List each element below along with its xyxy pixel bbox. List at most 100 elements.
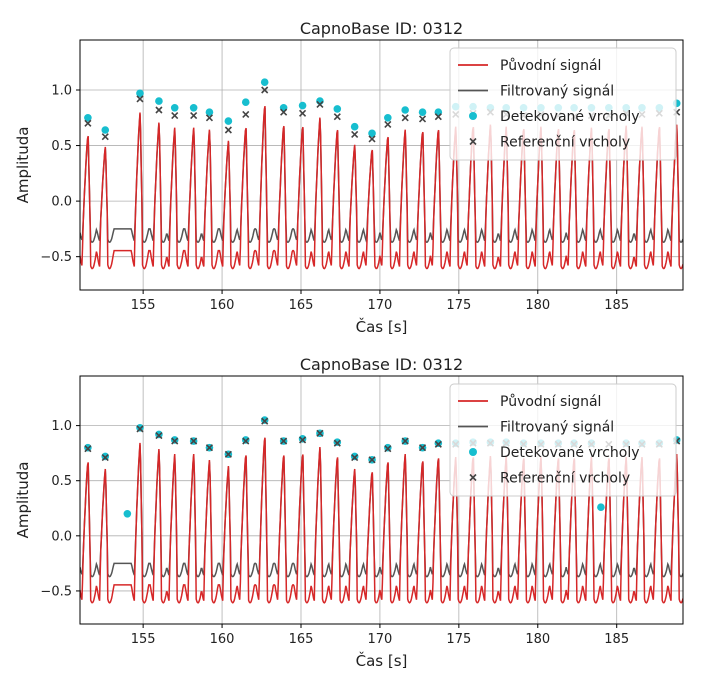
reference-marker-stroke [351, 130, 359, 139]
y-axis-label: Amplituda [14, 127, 32, 204]
reference-peak-marker [280, 108, 288, 116]
x-tick-label: 175 [446, 632, 471, 647]
x-tick-label: 170 [368, 298, 393, 313]
reference-peak-marker [136, 95, 144, 103]
legend-marker-stroke [469, 137, 477, 146]
reference-marker-stroke [155, 106, 163, 114]
reference-marker-stroke [190, 111, 198, 120]
detected-peak-point [597, 503, 605, 511]
reference-marker-stroke [368, 456, 376, 464]
reference-marker-stroke [242, 437, 250, 445]
reference-peak-marker [190, 111, 198, 120]
reference-peak-marker [299, 436, 307, 444]
series-line-original [80, 105, 683, 270]
chart-title: CapnoBase ID: 0312 [300, 355, 463, 374]
reference-marker-stroke [224, 450, 232, 458]
reference-marker-stroke [418, 115, 427, 123]
detected-peak-point [368, 129, 376, 138]
reference-marker-stroke [205, 444, 214, 452]
legend-label: Původní signál [500, 58, 601, 74]
reference-marker-stroke [84, 445, 92, 453]
x-tick-label: 160 [210, 298, 235, 313]
series-line-original [80, 437, 683, 604]
detected-peak-point [298, 101, 307, 110]
x-tick-label: 175 [446, 298, 471, 313]
chart-panel-2: 155 160 165 170 175 180 185 −0.5 0.0 0.5 1.0 CapnoB… [14, 355, 684, 670]
reference-marker-stroke [368, 135, 376, 143]
legend-swatch-detected [469, 112, 477, 120]
reference-peak-marker [224, 126, 232, 134]
reference-marker-stroke [171, 111, 179, 120]
reference-marker-stroke [333, 439, 341, 447]
reference-peak-marker [401, 114, 409, 122]
reference-marker-stroke [84, 119, 92, 127]
reference-marker-stroke [418, 444, 427, 452]
reference-marker-stroke [384, 445, 392, 453]
reference-peak-marker [418, 444, 427, 452]
x-tick-label: 165 [289, 298, 314, 313]
reference-marker-stroke [205, 114, 214, 122]
legend-label: Detekované vrcholy [500, 445, 640, 461]
reference-marker-stroke [155, 431, 163, 440]
legend-label: Referenční vrcholy [500, 471, 630, 487]
reference-marker-stroke [384, 120, 392, 129]
x-tick-label: 170 [368, 632, 393, 647]
reference-peak-marker [351, 453, 359, 462]
reference-marker-stroke [190, 437, 198, 445]
legend-label: Referenční vrcholy [500, 135, 630, 151]
reference-peak-marker [333, 113, 341, 121]
y-tick-label: −0.5 [40, 584, 72, 599]
x-tick-label: 160 [210, 632, 235, 647]
chart-title: CapnoBase ID: 0312 [300, 19, 463, 38]
detected-peak-point [101, 126, 110, 134]
detected-peak-point [136, 89, 144, 98]
y-tick-label: 0.5 [51, 474, 72, 489]
detected-peak-point [384, 113, 392, 122]
x-tick-label: 165 [289, 632, 314, 647]
x-tick-label: 185 [604, 632, 629, 647]
reference-marker-stroke [316, 100, 324, 109]
reference-marker-stroke [224, 126, 232, 134]
reference-peak-marker [351, 130, 359, 139]
reference-peak-marker [242, 110, 250, 119]
reference-peak-marker [316, 429, 324, 437]
reference-marker-stroke [434, 440, 442, 448]
detected-peak-point [333, 105, 342, 113]
y-tick-label: 0.5 [51, 139, 72, 154]
y-tick-label: 0.0 [51, 195, 72, 210]
reference-marker-stroke [280, 437, 288, 445]
y-tick-label: −0.5 [40, 250, 72, 265]
legend-box [449, 383, 677, 497]
detected-peak-point [224, 117, 233, 125]
legend-label: Filtrovaný signál [500, 84, 614, 100]
x-axis-label: Čas [s] [356, 317, 408, 336]
y-tick-label: 1.0 [51, 419, 72, 434]
reference-peak-marker [155, 106, 163, 114]
x-tick-label: 180 [525, 632, 550, 647]
reference-marker-stroke [299, 109, 307, 117]
detected-peak-point [260, 78, 269, 87]
reference-peak-marker [434, 440, 442, 448]
reference-peak-marker [101, 453, 109, 462]
reference-peak-marker [384, 120, 392, 129]
x-tick-label: 180 [525, 298, 550, 313]
reference-marker-stroke [136, 425, 144, 433]
y-tick-label: 0.0 [51, 529, 72, 544]
series-line-filtered [80, 439, 683, 578]
detected-peak-point [241, 98, 250, 107]
y-axis-label: Amplituda [14, 462, 32, 539]
reference-peak-marker [224, 450, 232, 458]
x-axis-label: Čas [s] [356, 651, 408, 670]
legend-label: Detekované vrcholy [500, 109, 640, 125]
reference-marker-stroke [261, 86, 269, 94]
reference-peak-marker [261, 417, 269, 425]
reference-marker-stroke [136, 95, 144, 103]
reference-peak-marker [101, 133, 109, 141]
reference-peak-marker [171, 111, 179, 120]
reference-marker-stroke [434, 113, 442, 121]
x-tick-label: 155 [131, 632, 156, 647]
y-tick-label: 1.0 [51, 84, 72, 99]
reference-peak-marker [155, 431, 163, 440]
legend-swatch-reference [469, 473, 477, 482]
